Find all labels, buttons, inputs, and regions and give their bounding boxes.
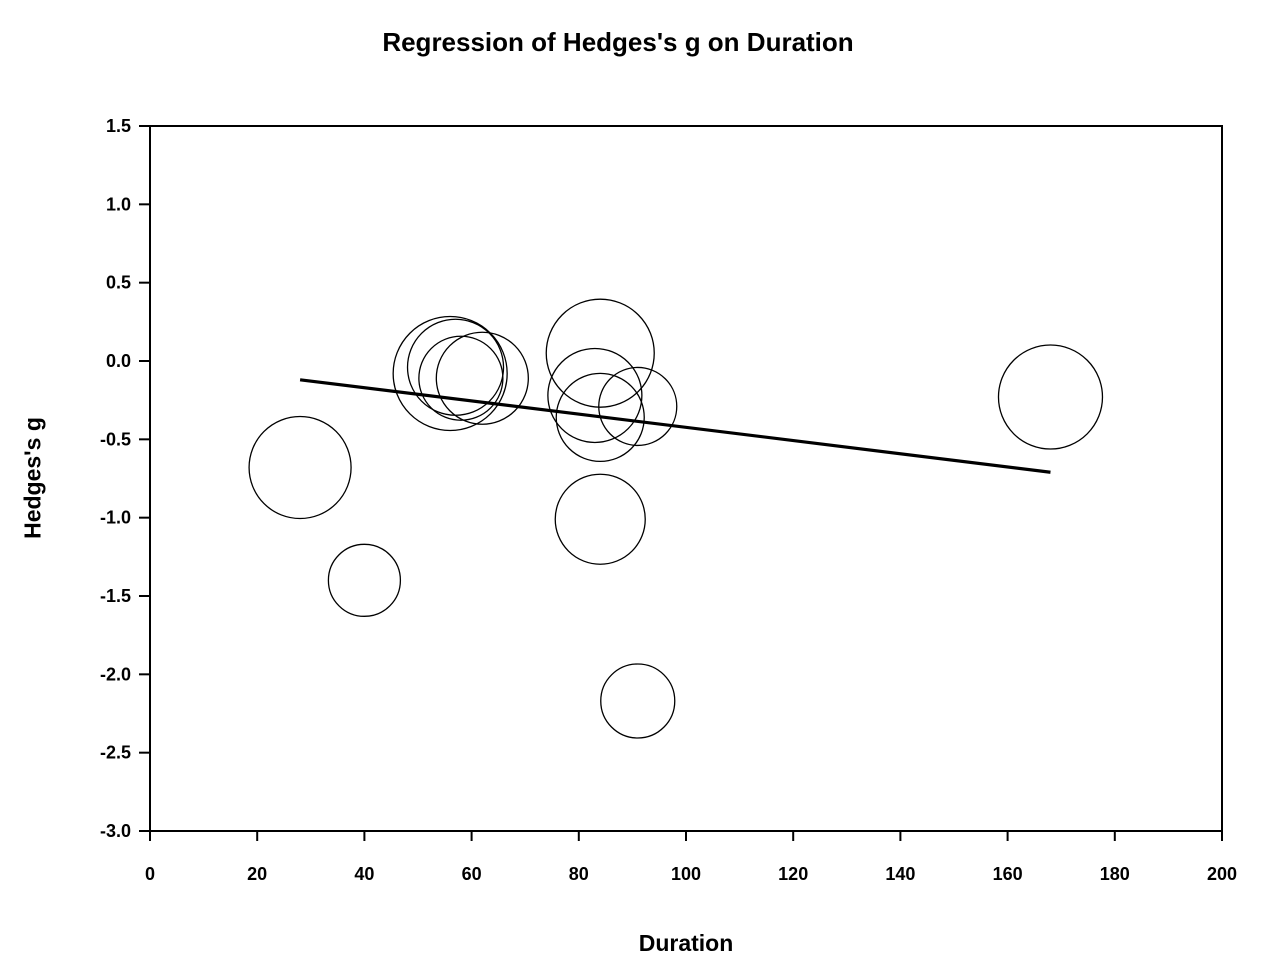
y-tick-label: 0.0 [106,351,131,371]
y-tick-label: -2.0 [100,664,131,684]
study-bubble [598,366,678,447]
study-bubble [418,335,504,421]
y-tick-label: -1.0 [100,508,131,528]
y-tick-label: -1.5 [100,586,131,606]
x-tick-label: 60 [462,864,482,884]
study-bubble [997,344,1104,450]
y-tick-label: -0.5 [100,429,131,449]
x-tick-label: 20 [247,864,267,884]
study-bubble [248,415,352,520]
y-tick-label: 0.5 [106,273,131,293]
x-tick-label: 80 [569,864,589,884]
study-bubble [555,372,645,463]
x-tick-label: 100 [671,864,701,884]
x-tick-label: 120 [778,864,808,884]
study-bubble [406,318,505,416]
study-bubble [392,315,508,432]
y-tick-label: 1.0 [106,194,131,214]
y-tick-label: -2.5 [100,743,131,763]
x-tick-label: 40 [354,864,374,884]
study-bubble [327,543,402,617]
x-tick-label: 140 [885,864,915,884]
study-bubble [545,298,655,408]
y-tick-label: -3.0 [100,821,131,841]
study-bubble [435,331,529,425]
study-bubble [600,663,676,739]
y-tick-label: 1.5 [106,116,131,136]
regression-line [299,378,1051,474]
y-axis-label: Hedges's g [19,417,46,539]
x-axis-label: Duration [638,930,734,956]
x-tick-label: 200 [1207,864,1237,884]
x-tick-label: 0 [145,864,155,884]
study-bubble [554,473,646,565]
chart-title: Regression of Hedges's g on Duration [382,27,854,57]
x-tick-label: 160 [993,864,1023,884]
x-tick-label: 180 [1100,864,1130,884]
study-bubble [547,347,643,444]
plot-frame [149,125,1223,832]
